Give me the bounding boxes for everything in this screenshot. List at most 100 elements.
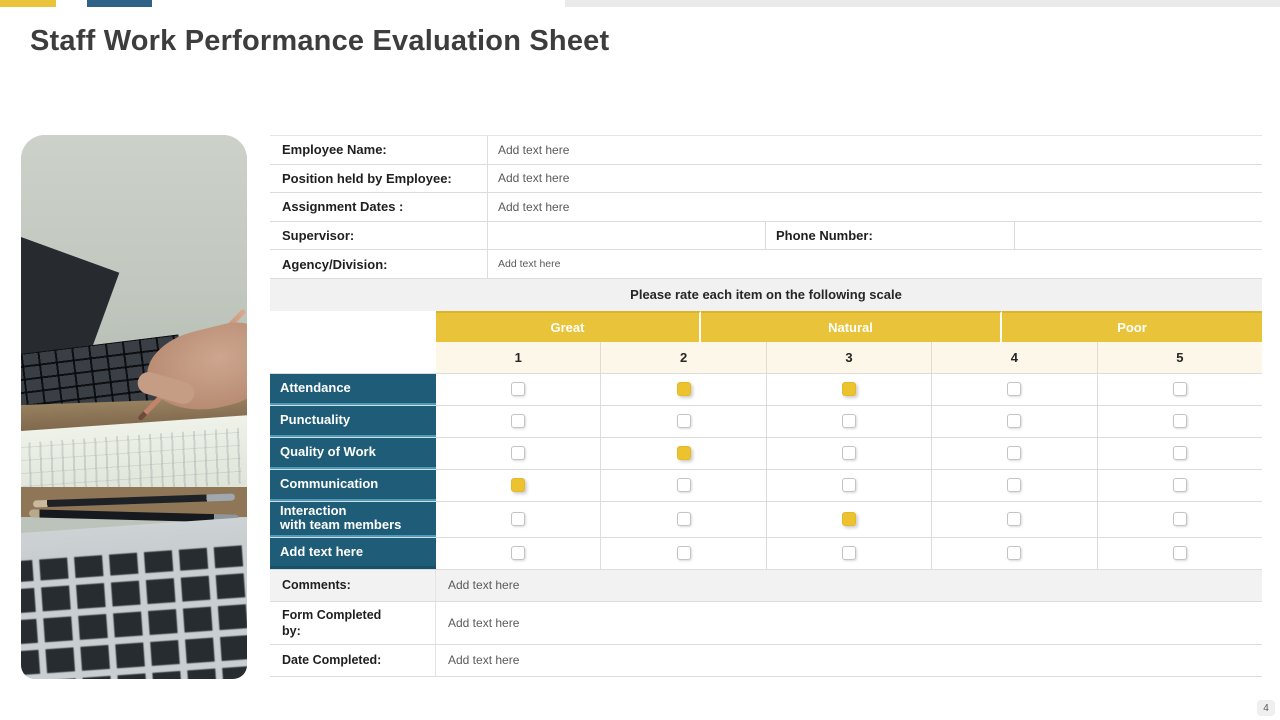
rating-checkbox[interactable] (842, 414, 857, 429)
rating-checkbox[interactable] (511, 512, 526, 527)
form-field-value-placeholder[interactable]: Add text here (498, 258, 561, 271)
rating-row: Punctuality (270, 405, 1262, 438)
rating-checkbox[interactable] (1172, 546, 1187, 561)
scale-group-label: Natural (701, 310, 1002, 342)
rating-scale-group-header: Great Natural Poor (270, 310, 1262, 342)
scale-number-label: 4 (932, 341, 1098, 373)
scale-number-label: 3 (766, 341, 933, 373)
rating-cell (601, 437, 767, 469)
form-field-label: Position held by Employee: (270, 164, 488, 193)
footer-field-value-placeholder[interactable]: Add text here (448, 615, 520, 630)
form-field-value[interactable] (1015, 222, 1262, 250)
form-field-label: Employee Name: (270, 136, 488, 164)
form-field-label: Assignment Dates : (270, 193, 488, 221)
scale-number-label: 5 (1097, 341, 1263, 373)
rating-row-label: Punctuality (270, 405, 436, 437)
rating-cell (436, 501, 602, 537)
rating-checkbox[interactable] (1007, 414, 1022, 429)
form-row: Supervisor: Phone Number: (270, 221, 1262, 251)
rating-cell (436, 469, 602, 501)
rating-checkbox[interactable] (842, 512, 857, 527)
form-row: Assignment Dates : Add text here (270, 193, 1262, 222)
rating-checkbox[interactable] (1007, 446, 1022, 461)
page-title: Staff Work Performance Evaluation Sheet (30, 25, 610, 57)
rating-checkbox[interactable] (842, 478, 857, 493)
rating-row-label: Attendance (270, 373, 436, 405)
rating-cell (932, 501, 1098, 537)
top-accent-bar-gray (565, 0, 1280, 7)
rating-cell (1098, 374, 1262, 405)
rating-checkbox[interactable] (1172, 414, 1187, 429)
top-accent-bar-yellow (0, 0, 56, 7)
rating-row: Communication (270, 469, 1262, 502)
rating-cell (767, 373, 933, 405)
rating-checkbox[interactable] (1172, 446, 1187, 461)
rating-cell (767, 501, 933, 537)
footer-field-label: Form Completed by: (270, 601, 436, 644)
rating-row: Interaction with team members (270, 501, 1262, 538)
form-field-value-placeholder[interactable]: Add text here (498, 171, 570, 186)
evaluation-sheet-table: Employee Name: Add text here Position held… (270, 135, 1263, 677)
rating-checkbox[interactable] (676, 546, 691, 561)
rating-rows-section: Attendance Punctuality Quality of Work Comm… (270, 373, 1262, 570)
slide-page-number: 4 (1257, 700, 1275, 716)
rating-checkbox[interactable] (1172, 512, 1187, 527)
rating-cell (601, 537, 767, 569)
rating-cell (436, 373, 602, 405)
rating-checkbox[interactable] (511, 478, 526, 493)
footer-field-value-placeholder[interactable]: Add text here (448, 653, 520, 668)
footer-field-label: Date Completed: (270, 644, 436, 676)
rating-row-label: Quality of Work (270, 437, 436, 469)
footer-field-label: Comments: (270, 569, 436, 601)
rating-row: Add text here (270, 537, 1262, 570)
rating-checkbox[interactable] (511, 546, 526, 561)
rating-scale-instruction: Please rate each item on the following s… (270, 278, 1262, 311)
form-row: Position held by Employee: Add text here (270, 164, 1262, 194)
form-field-value[interactable] (488, 221, 766, 250)
rating-cell (601, 469, 767, 501)
rating-row: Quality of Work (270, 437, 1262, 470)
form-field-value-placeholder[interactable]: Add text here (498, 142, 570, 157)
form-field-value-placeholder[interactable]: Add text here (498, 199, 570, 214)
form-field-label: Supervisor: (270, 221, 488, 250)
rating-checkbox[interactable] (676, 382, 691, 397)
form-row: Employee Name: Add text here (270, 136, 1262, 165)
rating-cell (767, 469, 933, 501)
rating-checkbox[interactable] (511, 446, 526, 461)
rating-cell (932, 405, 1098, 437)
rating-checkbox[interactable] (511, 414, 526, 429)
scale-number-label: 1 (436, 341, 602, 373)
rating-cell (767, 405, 933, 437)
footer-row: Date Completed: Add text here (270, 644, 1262, 677)
rating-cell (436, 405, 602, 437)
rating-checkbox[interactable] (842, 382, 857, 397)
desk-workspace-photo (21, 135, 247, 679)
rating-cell (1098, 406, 1262, 437)
rating-cell (436, 537, 602, 569)
rating-checkbox[interactable] (676, 414, 691, 429)
rating-checkbox[interactable] (676, 446, 691, 461)
rating-cell (767, 537, 933, 569)
rating-row: Attendance (270, 373, 1262, 406)
rating-checkbox[interactable] (1007, 512, 1022, 527)
top-accent-bar-blue (87, 0, 152, 7)
rating-checkbox[interactable] (676, 478, 691, 493)
rating-checkbox[interactable] (1007, 546, 1022, 561)
footer-field-value-placeholder[interactable]: Add text here (448, 578, 520, 593)
footer-row: Form Completed by: Add text here (270, 601, 1262, 645)
form-field-label: Phone Number: (766, 221, 1015, 250)
rating-row-label: Add text here (270, 537, 436, 569)
rating-cell (601, 405, 767, 437)
rating-checkbox[interactable] (511, 382, 526, 397)
rating-checkbox[interactable] (842, 446, 857, 461)
rating-checkbox[interactable] (676, 512, 691, 527)
rating-checkbox[interactable] (1172, 478, 1187, 493)
scale-group-label: Great (436, 310, 701, 342)
rating-checkbox[interactable] (1007, 478, 1022, 493)
rating-cell (1098, 538, 1262, 569)
rating-checkbox[interactable] (842, 546, 857, 561)
rating-checkbox[interactable] (1007, 382, 1022, 397)
rating-cell (436, 437, 602, 469)
employee-info-section: Employee Name: Add text here Position held… (270, 135, 1262, 279)
rating-checkbox[interactable] (1172, 382, 1187, 397)
